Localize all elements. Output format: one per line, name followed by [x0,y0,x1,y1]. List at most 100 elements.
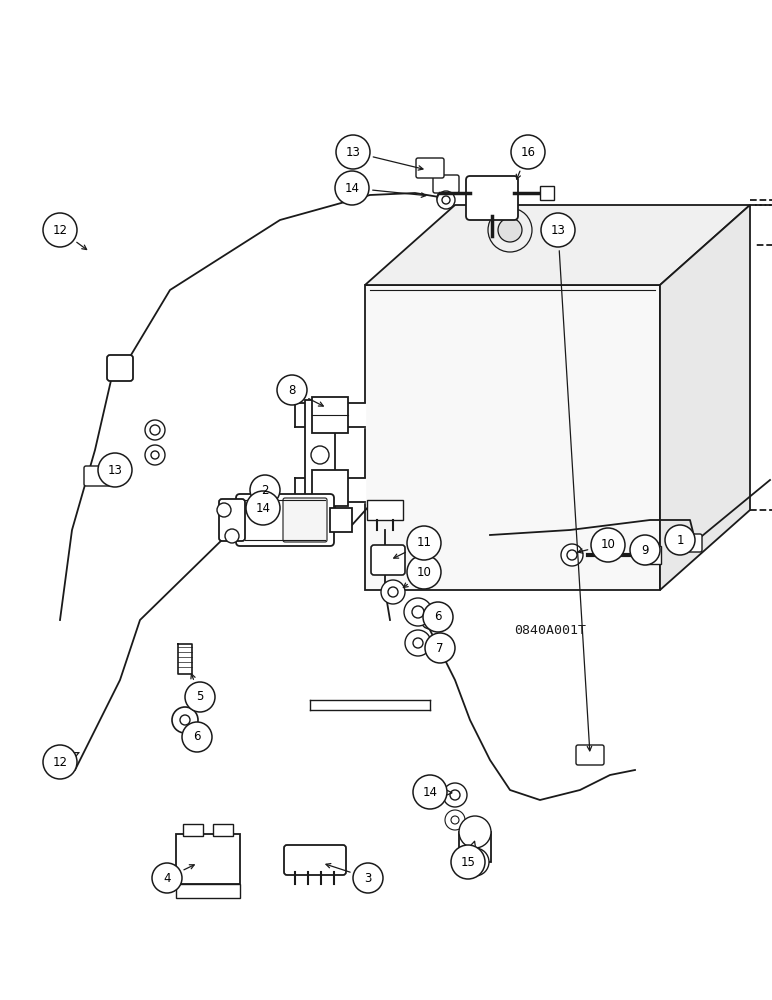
Circle shape [43,745,77,779]
FancyBboxPatch shape [466,176,518,220]
Polygon shape [660,205,750,590]
Circle shape [413,775,447,809]
Text: 14: 14 [344,182,360,194]
Text: 14: 14 [256,502,270,514]
FancyBboxPatch shape [416,158,444,178]
Circle shape [461,848,489,876]
Text: 14: 14 [422,786,438,798]
FancyBboxPatch shape [305,400,335,510]
Circle shape [498,218,522,242]
Circle shape [541,213,575,247]
Circle shape [404,598,432,626]
FancyBboxPatch shape [312,397,348,433]
Circle shape [225,529,239,543]
Circle shape [488,208,532,252]
Text: 1: 1 [676,534,684,546]
Circle shape [665,525,695,555]
Circle shape [150,425,160,435]
Circle shape [443,783,467,807]
Circle shape [152,863,182,893]
Circle shape [437,191,455,209]
Circle shape [407,526,441,560]
FancyBboxPatch shape [540,186,554,200]
Circle shape [145,420,165,440]
Text: 10: 10 [417,566,432,578]
Circle shape [405,630,431,656]
Circle shape [98,453,132,487]
Text: 11: 11 [417,536,432,550]
FancyBboxPatch shape [284,845,346,875]
Circle shape [151,451,159,459]
Circle shape [630,535,660,565]
Circle shape [451,845,485,879]
Circle shape [180,715,190,725]
Text: 6: 6 [193,730,201,744]
Circle shape [336,135,370,169]
FancyBboxPatch shape [576,745,604,765]
FancyBboxPatch shape [312,470,348,506]
Circle shape [413,638,423,648]
FancyBboxPatch shape [643,546,661,564]
FancyBboxPatch shape [367,500,403,520]
Circle shape [459,816,491,848]
FancyBboxPatch shape [176,834,240,884]
Text: 4: 4 [163,871,171,884]
Circle shape [437,190,453,206]
FancyBboxPatch shape [283,498,327,542]
Text: 12: 12 [52,756,67,768]
Text: 3: 3 [364,871,371,884]
Circle shape [445,810,465,830]
Text: 13: 13 [346,145,361,158]
Text: 5: 5 [196,690,204,704]
Text: 6: 6 [434,610,442,624]
Text: 0840A001T: 0840A001T [514,624,586,637]
FancyBboxPatch shape [433,175,459,193]
Circle shape [469,856,481,868]
Text: 16: 16 [520,145,536,158]
FancyBboxPatch shape [371,545,405,575]
Circle shape [381,580,405,604]
Circle shape [43,213,77,247]
FancyBboxPatch shape [183,824,203,836]
Text: 10: 10 [601,538,615,552]
Text: 9: 9 [642,544,648,556]
Circle shape [311,446,329,464]
Circle shape [561,544,583,566]
Circle shape [217,503,231,517]
Text: 8: 8 [288,383,296,396]
Text: 13: 13 [107,464,123,477]
Circle shape [567,550,577,560]
Text: 15: 15 [461,856,476,868]
Circle shape [425,633,455,663]
Circle shape [407,555,441,589]
Text: 13: 13 [550,224,565,236]
Circle shape [412,606,424,618]
Polygon shape [365,285,660,590]
Circle shape [182,722,212,752]
FancyBboxPatch shape [459,832,491,862]
FancyBboxPatch shape [678,534,702,552]
Circle shape [246,491,280,525]
Circle shape [185,682,215,712]
Circle shape [335,171,369,205]
FancyBboxPatch shape [219,499,245,541]
Circle shape [250,475,280,505]
FancyBboxPatch shape [330,508,352,532]
FancyBboxPatch shape [213,824,233,836]
FancyBboxPatch shape [107,355,133,381]
Circle shape [591,528,625,562]
Circle shape [388,587,398,597]
Circle shape [353,863,383,893]
Circle shape [421,611,439,629]
Text: 7: 7 [436,642,444,654]
FancyBboxPatch shape [236,494,334,546]
Polygon shape [365,205,750,285]
Circle shape [423,602,453,632]
Circle shape [145,445,165,465]
Circle shape [172,707,198,733]
Circle shape [277,375,307,405]
FancyBboxPatch shape [84,466,112,486]
FancyBboxPatch shape [176,884,240,898]
Circle shape [450,790,460,800]
Circle shape [511,135,545,169]
